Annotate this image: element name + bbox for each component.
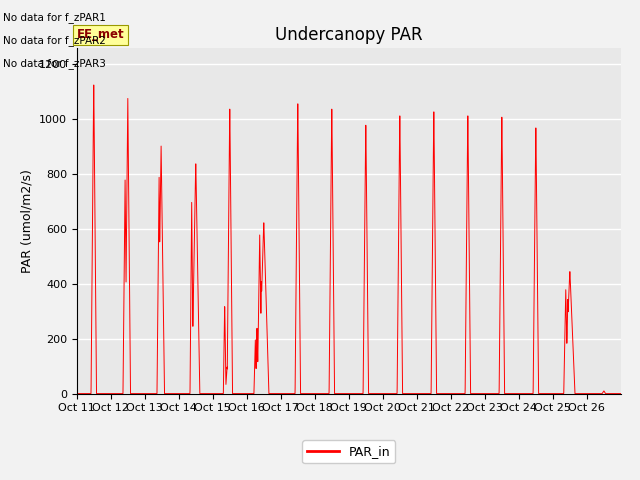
Legend: PAR_in: PAR_in xyxy=(302,440,396,463)
Text: No data for f_zPAR1: No data for f_zPAR1 xyxy=(3,12,106,23)
Title: Undercanopy PAR: Undercanopy PAR xyxy=(275,25,422,44)
Y-axis label: PAR (umol/m2/s): PAR (umol/m2/s) xyxy=(20,169,33,273)
Text: No data for f_zPAR2: No data for f_zPAR2 xyxy=(3,35,106,46)
Text: No data for f_zPAR3: No data for f_zPAR3 xyxy=(3,58,106,69)
Text: EE_met: EE_met xyxy=(77,28,124,41)
